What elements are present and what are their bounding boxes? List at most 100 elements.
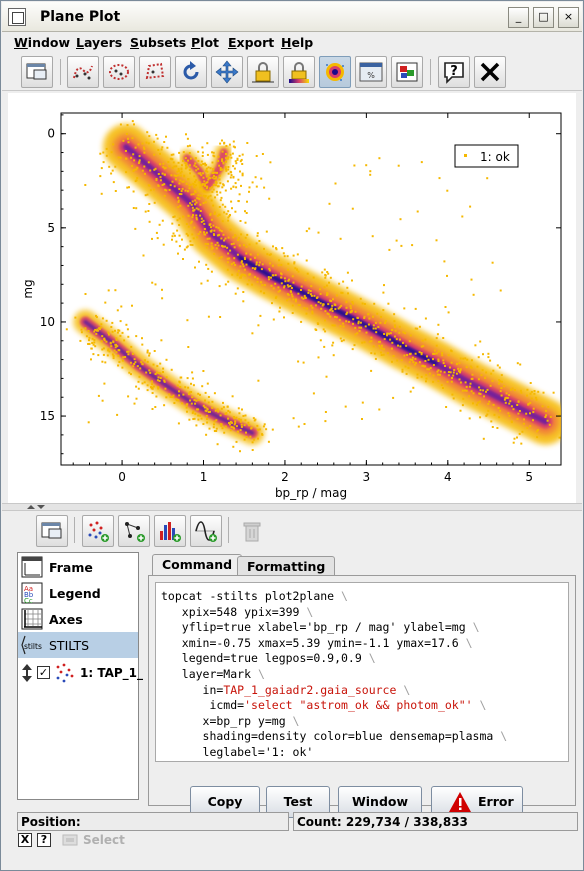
data-point	[330, 277, 332, 279]
data-point	[193, 186, 195, 188]
data-point	[161, 289, 163, 291]
control-legend[interactable]: Aa Bb Cc Legend	[18, 580, 138, 606]
data-point	[426, 378, 428, 380]
blob-subset-button[interactable]	[67, 56, 99, 88]
data-point	[175, 241, 177, 243]
add-pair-plot-button[interactable]	[118, 515, 150, 547]
data-point	[147, 384, 149, 386]
maximize-button[interactable]: □	[533, 7, 554, 28]
close-window-button[interactable]: ×	[558, 7, 579, 28]
data-point	[562, 406, 564, 408]
data-point	[254, 257, 256, 259]
menu-layers[interactable]: Layers	[76, 35, 122, 50]
add-position-plot-button[interactable]	[82, 515, 114, 547]
data-point	[343, 339, 345, 341]
data-point	[213, 253, 215, 255]
data-point	[207, 383, 209, 385]
data-point	[347, 292, 349, 294]
data-point	[210, 231, 212, 233]
new-control-window-button[interactable]	[36, 515, 68, 547]
data-point	[143, 148, 145, 150]
close-button[interactable]	[474, 56, 506, 88]
data-point	[186, 183, 188, 185]
reorder-arrows-icon[interactable]	[21, 663, 33, 683]
data-point	[394, 336, 396, 338]
data-point	[153, 386, 155, 388]
data-point	[292, 275, 294, 277]
data-point	[212, 172, 214, 174]
navigate-button[interactable]	[211, 56, 243, 88]
ellipse-subset-button[interactable]	[103, 56, 135, 88]
new-window-button[interactable]	[21, 56, 53, 88]
data-point	[356, 317, 358, 319]
data-point	[480, 393, 482, 395]
split-pane-divider[interactable]	[2, 503, 582, 511]
data-point	[199, 181, 201, 183]
data-point	[107, 332, 109, 334]
x-tick-label: 2	[281, 470, 289, 484]
data-point	[286, 299, 288, 301]
command-line: legend=true legpos=0.9,0.9 \	[161, 651, 563, 667]
help-button[interactable]: ?	[438, 56, 470, 88]
data-point	[233, 262, 235, 264]
data-point	[101, 193, 103, 195]
data-point	[193, 165, 195, 167]
data-point	[151, 238, 153, 240]
minimize-button[interactable]: _	[508, 7, 529, 28]
legend-toggle-icon	[395, 60, 419, 84]
line-continuation: \	[334, 589, 348, 603]
menu-window[interactable]: Window	[14, 35, 70, 50]
legend-toggle-button[interactable]	[391, 56, 423, 88]
data-point	[529, 402, 531, 404]
data-point	[424, 360, 426, 362]
lock-axes-button[interactable]	[247, 56, 279, 88]
menu-subsets[interactable]: Subsets	[130, 35, 186, 50]
data-point	[219, 175, 221, 177]
control-frame[interactable]: Frame	[18, 554, 138, 580]
data-point	[238, 270, 240, 272]
add-histogram-button[interactable]	[154, 515, 186, 547]
data-point	[189, 391, 191, 393]
data-point	[460, 358, 462, 360]
layer-visible-checkbox[interactable]: ✓	[37, 666, 50, 679]
data-point	[383, 284, 385, 286]
stilts-command-text[interactable]: topcat -stilts plot2plane \ xpix=548 ypi…	[155, 582, 569, 762]
data-point	[135, 147, 137, 149]
show-progress-button[interactable]: %	[355, 56, 387, 88]
dismiss-checkbox[interactable]: X	[18, 833, 32, 847]
control-stilts[interactable]: stilts STILTS	[18, 632, 138, 658]
polygon-subset-button[interactable]	[139, 56, 171, 88]
plot-panel[interactable]: 0 1 2 3 4 5 0 5 10 15 1: ok bp_rp / mag mg	[8, 93, 576, 503]
data-point	[520, 392, 522, 394]
data-point	[437, 324, 439, 326]
sketch-density-button[interactable]	[319, 56, 351, 88]
data-point	[171, 223, 173, 225]
data-point	[220, 425, 222, 427]
menu-plot[interactable]: Plot	[191, 35, 219, 50]
replot-button[interactable]	[175, 56, 207, 88]
data-point	[223, 240, 225, 242]
data-point	[162, 371, 164, 373]
layer-item[interactable]: ✓ 1: TAP_1_	[18, 660, 138, 686]
data-point	[131, 165, 133, 167]
data-point	[216, 428, 218, 430]
remove-layer-button[interactable]	[236, 515, 268, 547]
data-point	[396, 338, 398, 340]
menu-help[interactable]: Help	[281, 35, 313, 50]
data-point	[434, 350, 436, 352]
data-point	[263, 187, 265, 189]
data-point	[255, 176, 257, 178]
add-pair-plot-icon	[122, 519, 146, 543]
data-point	[177, 206, 179, 208]
lock-aux-button[interactable]	[283, 56, 315, 88]
help-toggle[interactable]: ?	[37, 833, 51, 847]
data-point	[271, 285, 273, 287]
menu-export[interactable]: Export	[228, 35, 274, 50]
data-point	[179, 205, 181, 207]
control-axes[interactable]: Axes	[18, 606, 138, 632]
x-tick-label: 4	[444, 470, 452, 484]
tab-formatting[interactable]: Formatting	[237, 556, 335, 576]
add-function-button[interactable]	[190, 515, 222, 547]
tab-command[interactable]: Command	[152, 554, 242, 576]
